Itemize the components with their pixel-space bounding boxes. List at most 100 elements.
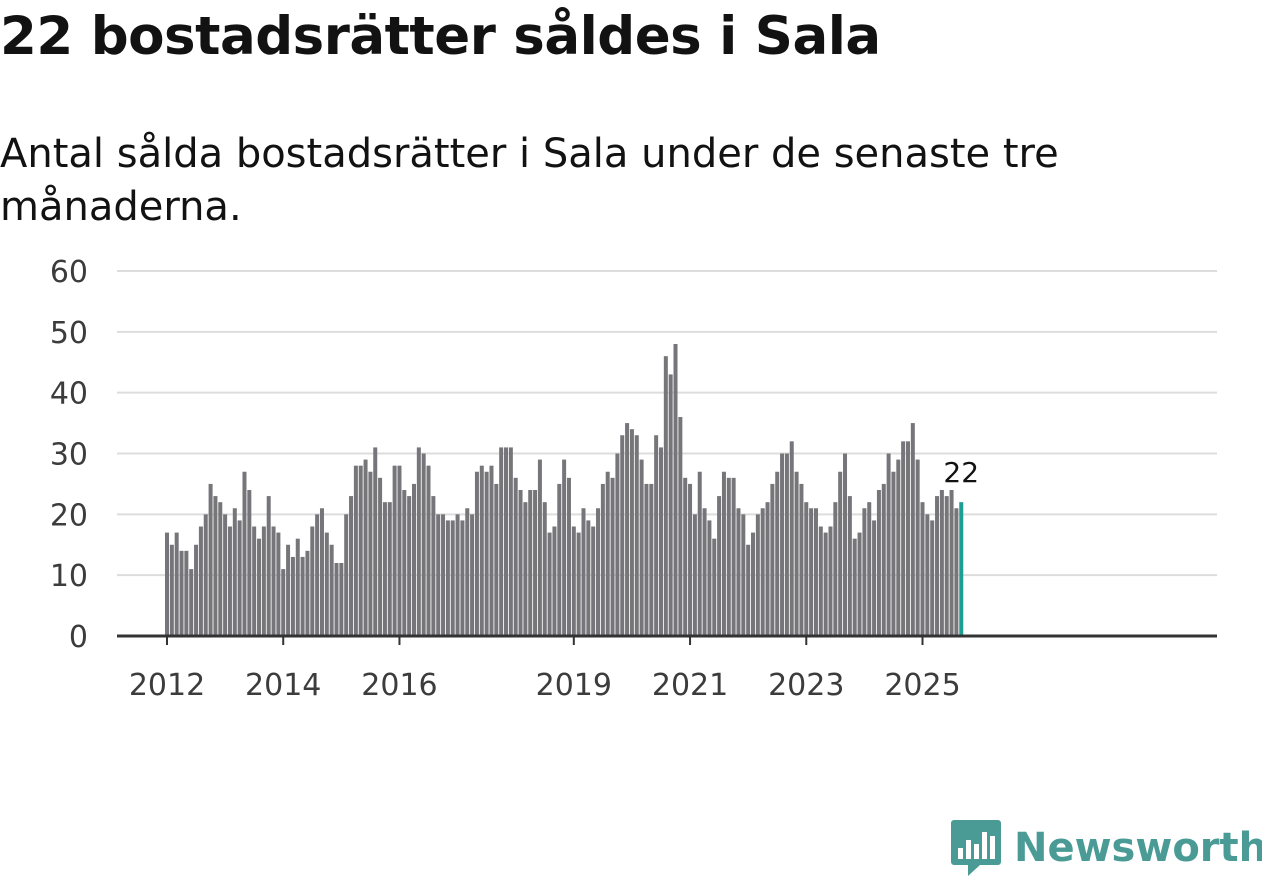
bar [445,520,450,636]
bar [474,471,479,636]
bar [450,520,455,636]
bar [605,471,610,636]
bar [925,514,930,636]
bar [799,483,804,636]
bar [935,496,940,636]
bar [421,453,426,636]
bar [407,496,412,636]
bar [712,538,717,636]
bar [872,520,877,636]
bar [533,490,538,636]
bar [184,550,189,636]
bar [852,538,857,636]
y-tick-label: 50 [50,316,88,351]
bar [751,532,756,636]
bar [692,514,697,636]
bar [402,490,407,636]
bar [755,514,760,636]
bar [901,441,906,636]
newsworthy-logo[interactable]: Newsworthy [950,818,1262,878]
bar [876,490,881,636]
bar [324,532,329,636]
x-tick-label: 2019 [536,668,612,703]
bar [537,459,542,636]
bar [169,544,174,636]
bar [721,471,726,636]
bar [765,502,770,636]
bar [586,520,591,636]
bar [591,526,596,636]
bar [818,526,823,636]
bar [833,502,838,636]
bar [930,520,935,636]
bar [847,496,852,636]
bar [397,465,402,636]
bar [455,514,460,636]
bar [610,477,615,636]
y-tick-label: 40 [50,377,88,412]
bar [344,514,349,636]
bar [353,465,358,636]
bar [862,508,867,636]
bar [663,356,668,636]
bar [649,483,654,636]
bar [731,477,736,636]
x-axis [117,634,1217,645]
bar [387,502,392,636]
bar [634,435,639,636]
bar [857,532,862,636]
bar [363,459,368,636]
bar [571,526,576,636]
bar [697,471,702,636]
bar [896,459,901,636]
bar [629,429,634,636]
bar [252,526,257,636]
bar [770,483,775,636]
bar [688,483,693,636]
bar [242,471,247,636]
bar [441,514,446,636]
bar [271,526,276,636]
bar [600,483,605,636]
bar [809,508,814,636]
newsworthy-logo-icon [951,820,1001,876]
bar [460,520,465,636]
bar [828,526,833,636]
bar [416,447,421,636]
x-axis-labels: 2012 2014 2016 2019 2021 2023 2025 [129,668,961,703]
bar [194,544,199,636]
bar [189,569,194,636]
bar [813,508,818,636]
bar [198,526,203,636]
bar [639,459,644,636]
bar [581,508,586,636]
bar [668,374,673,636]
bar [286,544,291,636]
bar [431,496,436,636]
bar [843,453,848,636]
bar [552,526,557,636]
x-tick-label: 2014 [245,668,321,703]
x-tick-label: 2023 [768,668,844,703]
bar [891,471,896,636]
bar [334,563,339,636]
bar [281,569,286,636]
bar [470,514,475,636]
bar-series [165,344,964,636]
bar [683,477,688,636]
bar [300,556,305,636]
bar [523,502,528,636]
bar [489,465,494,636]
bar [378,477,383,636]
chart-subtitle: Antal sålda bostadsrätter i Sala under d… [0,131,1059,230]
bar [886,453,891,636]
bar [165,532,169,636]
y-tick-label: 0 [69,620,88,655]
bar [644,483,649,636]
bar [513,477,518,636]
bar [576,532,581,636]
bar [910,423,915,636]
bar [557,483,562,636]
bar [358,465,363,636]
bar [411,483,416,636]
